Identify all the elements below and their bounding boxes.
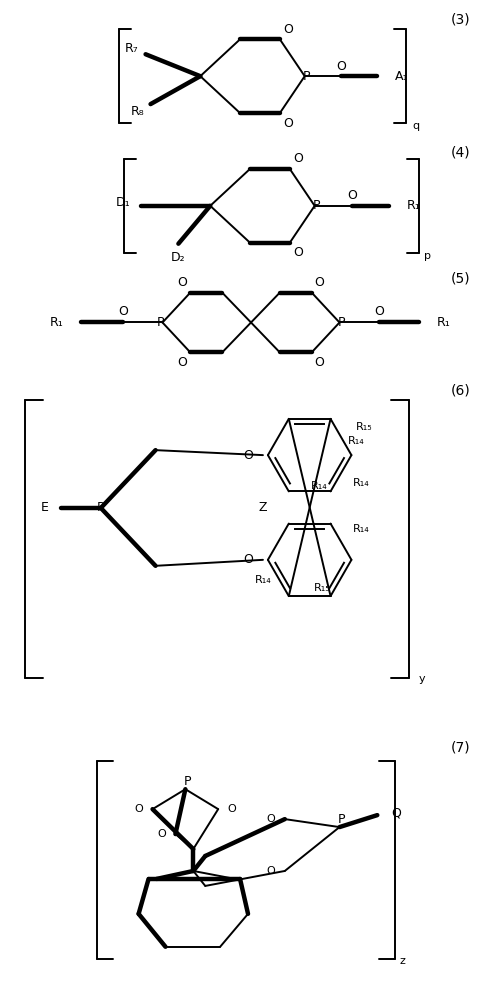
Text: (4): (4) xyxy=(450,146,470,160)
Text: R₁₄: R₁₄ xyxy=(310,482,327,492)
Text: R₁₄: R₁₄ xyxy=(254,574,271,584)
Text: P: P xyxy=(156,316,164,329)
Text: Q: Q xyxy=(390,806,400,819)
Text: D₂: D₂ xyxy=(171,251,185,264)
Text: R₁: R₁ xyxy=(436,316,450,329)
Text: O: O xyxy=(118,305,127,318)
Text: z: z xyxy=(398,956,404,966)
Text: P: P xyxy=(337,316,345,329)
Text: Z: Z xyxy=(258,500,267,513)
Text: R₈: R₈ xyxy=(131,105,144,118)
Text: O: O xyxy=(242,449,253,462)
Text: (6): (6) xyxy=(450,384,470,398)
Text: O: O xyxy=(266,814,275,824)
Text: A₁: A₁ xyxy=(394,70,408,83)
Text: P: P xyxy=(312,200,320,213)
Text: O: O xyxy=(282,117,292,130)
Text: R₁₄: R₁₄ xyxy=(352,523,368,533)
Text: O: O xyxy=(177,356,187,369)
Text: O: O xyxy=(134,804,143,814)
Text: q: q xyxy=(411,121,418,131)
Text: O: O xyxy=(336,60,346,73)
Text: O: O xyxy=(157,829,165,839)
Text: O: O xyxy=(347,190,357,203)
Text: O: O xyxy=(374,305,383,318)
Text: O: O xyxy=(242,553,253,566)
Text: O: O xyxy=(292,246,302,259)
Text: (7): (7) xyxy=(450,740,470,754)
Text: O: O xyxy=(292,153,302,166)
Text: O: O xyxy=(266,866,275,876)
Text: R₁₅: R₁₅ xyxy=(355,422,371,432)
Text: O: O xyxy=(314,356,324,369)
Text: (3): (3) xyxy=(450,12,470,26)
Text: P: P xyxy=(97,501,104,514)
Text: (5): (5) xyxy=(450,272,470,286)
Text: R₁: R₁ xyxy=(49,316,63,329)
Text: R₁₄: R₁₄ xyxy=(347,437,364,447)
Text: O: O xyxy=(314,276,324,289)
Text: R₁₅: R₁₅ xyxy=(313,583,330,593)
Text: p: p xyxy=(423,251,430,261)
Text: O: O xyxy=(177,276,187,289)
Text: R₁₄: R₁₄ xyxy=(352,479,368,489)
Text: D₁: D₁ xyxy=(116,197,130,210)
Text: O: O xyxy=(282,23,292,36)
Text: y: y xyxy=(418,674,425,684)
Text: R₁: R₁ xyxy=(406,200,420,213)
Text: P: P xyxy=(337,812,345,825)
Text: P: P xyxy=(183,774,191,788)
Text: E: E xyxy=(41,501,49,514)
Text: O: O xyxy=(227,804,236,814)
Text: R₇: R₇ xyxy=(125,42,138,55)
Text: P: P xyxy=(302,70,310,83)
